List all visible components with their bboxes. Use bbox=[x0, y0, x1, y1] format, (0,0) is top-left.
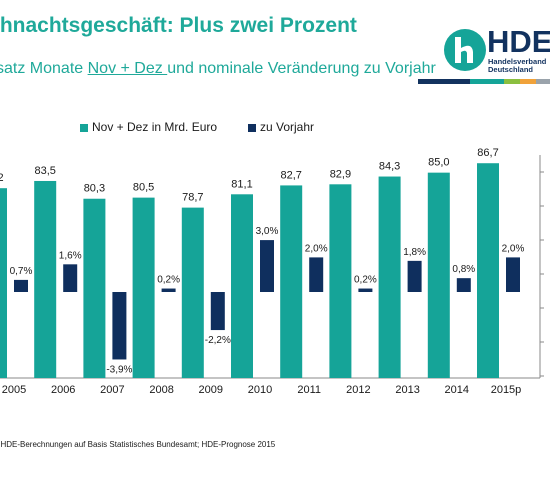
bar-chart: 2,2 0,7% 2005 83,5 1,6% 2006 80,3 -3,9% 2007 80,5… bbox=[0, 147, 544, 396]
change-bar bbox=[358, 288, 373, 292]
category-tick-label: 2011 bbox=[297, 384, 321, 396]
sales-bar bbox=[378, 176, 401, 378]
change-value-label: -2,2% bbox=[205, 335, 231, 346]
sales-bar bbox=[231, 194, 253, 378]
logo-wordmark: HDE bbox=[487, 24, 550, 59]
category-tick-label: 2008 bbox=[149, 384, 173, 396]
change-value-label: -3,9% bbox=[106, 364, 132, 375]
stripe-green bbox=[504, 79, 520, 84]
change-value-label: 0,8% bbox=[452, 264, 475, 275]
stripe-orange bbox=[520, 79, 536, 84]
change-value-label: 3,0% bbox=[256, 226, 279, 237]
sales-bar bbox=[181, 207, 204, 378]
sales-value-label: 82,7 bbox=[280, 169, 301, 181]
category-tick-label: 2015p bbox=[491, 384, 522, 396]
sales-bar bbox=[477, 163, 499, 378]
change-bar bbox=[161, 288, 176, 292]
change-value-label: 2,0% bbox=[502, 243, 525, 254]
change-value-label: 0,2% bbox=[354, 275, 377, 286]
sales-value-label: 82,9 bbox=[330, 168, 351, 180]
category-tick-label: 2005 bbox=[2, 384, 26, 396]
hde-logo-mark-icon bbox=[444, 29, 486, 71]
chart-subtitle: satz Monate Nov + Dez und nominale Verän… bbox=[0, 60, 436, 78]
change-bar bbox=[309, 257, 324, 292]
sales-bar bbox=[132, 197, 155, 378]
sales-bar bbox=[0, 188, 7, 378]
subtitle-suffix: und nominale Veränderung zu Vorjahr bbox=[167, 60, 436, 77]
sales-value-label: 78,7 bbox=[182, 192, 203, 204]
chart-legend: Nov + Dez in Mrd. Euro zu Vorjahr bbox=[0, 120, 550, 136]
legend-label-change: zu Vorjahr bbox=[260, 120, 315, 134]
subtitle-underlined: Nov + Dez bbox=[87, 60, 168, 77]
page-title: ihnachtsgeschäft: Plus zwei Prozent bbox=[0, 14, 357, 37]
change-bar bbox=[506, 257, 520, 292]
change-bar bbox=[260, 240, 274, 292]
change-value-label: 0,2% bbox=[157, 275, 180, 286]
subtitle-prefix: satz Monate bbox=[0, 60, 88, 77]
sales-value-label: 80,5 bbox=[133, 182, 154, 194]
change-bar bbox=[407, 260, 422, 292]
logo-line-1: Handelsverband bbox=[488, 57, 547, 66]
change-value-label: 2,0% bbox=[305, 243, 328, 254]
sales-value-label: 83,5 bbox=[34, 165, 55, 177]
stripe-navy bbox=[418, 79, 470, 84]
legend-swatch-sales bbox=[80, 124, 88, 132]
sales-bar bbox=[34, 180, 57, 378]
category-tick-label: 2013 bbox=[395, 384, 419, 396]
hde-logo: HDE Handelsverband Deutschland bbox=[441, 24, 550, 88]
change-bar bbox=[14, 279, 28, 292]
sales-bar bbox=[83, 198, 106, 378]
category-tick-label: 2010 bbox=[248, 384, 272, 396]
sales-value-label: 80,3 bbox=[84, 183, 105, 195]
legend-label-sales: Nov + Dez in Mrd. Euro bbox=[92, 120, 218, 134]
stripe-teal bbox=[470, 79, 504, 84]
category-tick-label: 2006 bbox=[51, 384, 75, 396]
change-value-label: 1,6% bbox=[59, 250, 82, 261]
change-bar bbox=[112, 292, 127, 360]
sales-value-label: 85,0 bbox=[428, 157, 449, 169]
source-note: : HDE-Berechnungen auf Basis Statistisch… bbox=[0, 440, 276, 449]
logo-line-2: Deutschland bbox=[488, 65, 534, 74]
sales-value-label: 86,7 bbox=[477, 147, 498, 159]
sales-value-label: 81,1 bbox=[231, 178, 252, 190]
sales-bar bbox=[280, 185, 303, 378]
legend-swatch-change bbox=[248, 124, 256, 132]
change-bar bbox=[210, 292, 225, 331]
sales-value-label: 84,3 bbox=[379, 161, 400, 173]
change-bar bbox=[456, 278, 471, 292]
stripe-gray bbox=[536, 79, 550, 84]
change-bar bbox=[63, 264, 78, 292]
change-value-label: 0,7% bbox=[10, 266, 33, 277]
category-tick-label: 2012 bbox=[346, 384, 370, 396]
category-tick-label: 2009 bbox=[199, 384, 223, 396]
category-tick-label: 2007 bbox=[100, 384, 124, 396]
change-value-label: 1,8% bbox=[403, 247, 426, 258]
sales-value-label: 2,2 bbox=[0, 172, 4, 184]
sales-bar bbox=[329, 184, 352, 378]
sales-bar bbox=[427, 172, 450, 378]
category-tick-label: 2014 bbox=[445, 384, 469, 396]
